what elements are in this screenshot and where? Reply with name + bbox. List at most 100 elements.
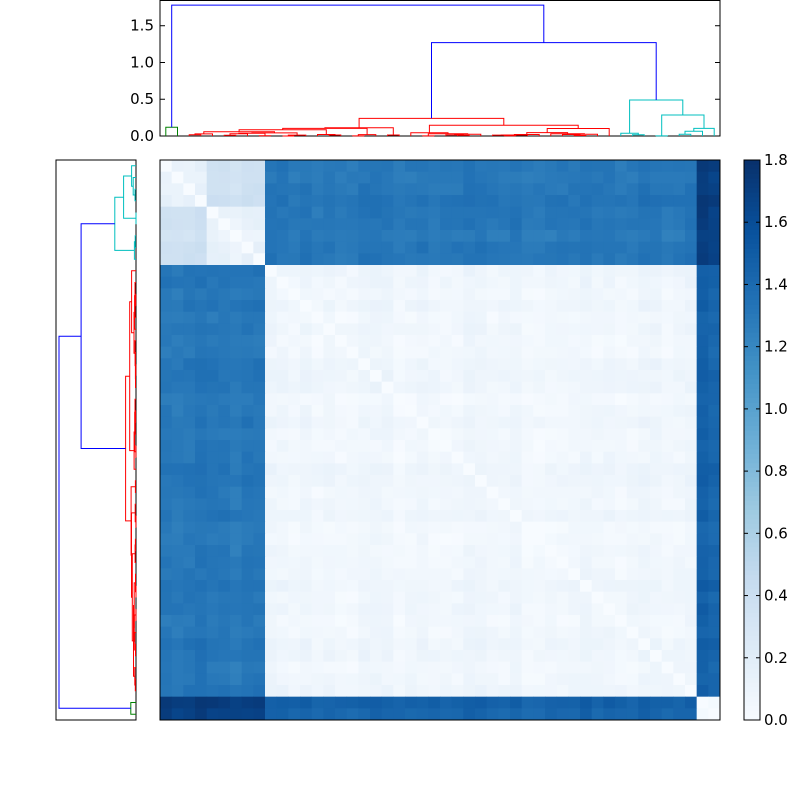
heatmap-cell [311,708,324,721]
heatmap-cell [568,475,581,488]
heatmap-cell [241,218,254,231]
heatmap-cell [696,288,709,301]
heatmap-cell [171,405,184,418]
heatmap-cell [358,498,371,511]
heatmap-cell [335,568,348,581]
heatmap-cell [171,486,184,499]
heatmap-cell [253,358,266,371]
heatmap-cell [475,218,488,231]
heatmap-cell [358,171,371,184]
heatmap-cell [451,428,464,441]
heatmap-cell [463,650,476,663]
heatmap-cell [521,183,534,196]
heatmap-cell [533,160,546,173]
heatmap-cell [393,323,406,336]
heatmap-cell [171,160,184,173]
colorbar-swatch [744,342,760,348]
heatmap-cell [463,615,476,628]
heatmap-cell [498,183,511,196]
heatmap-cell [661,626,674,639]
heatmap-cell [335,218,348,231]
heatmap-cell [288,568,301,581]
heatmap-cell [183,335,196,348]
heatmap-cell [183,580,196,593]
heatmap-cell [650,323,663,336]
heatmap-cell [241,568,254,581]
heatmap-cell [335,661,348,674]
heatmap-cell [183,288,196,301]
heatmap-cell [358,533,371,546]
top-dendrogram [159,0,721,137]
heatmap-cell [171,498,184,511]
heatmap-cell [195,498,208,511]
heatmap-cell [463,626,476,639]
heatmap-cell [486,696,499,709]
left-dendrogram [55,159,137,721]
heatmap-cell [195,171,208,184]
heatmap-cell [463,335,476,348]
heatmap-cell [615,545,628,558]
heatmap-cell [335,615,348,628]
heatmap-cell [218,183,231,196]
heatmap-cell [428,463,441,476]
heatmap-cell [451,381,464,394]
heatmap-cell [451,416,464,429]
heatmap-cell [451,346,464,359]
heatmap-cell [626,708,639,721]
heatmap-cell [416,370,429,383]
heatmap-cell [661,288,674,301]
colorbar-swatch [744,384,760,390]
heatmap-cell [696,311,709,324]
heatmap-cell [288,206,301,219]
heatmap-cell [265,323,278,336]
heatmap-cell [370,160,383,173]
heatmap-cell [568,171,581,184]
heatmap-cell [545,708,558,721]
heatmap-cell [171,568,184,581]
heatmap-cell [276,591,289,604]
colorbar-swatch [744,482,760,488]
heatmap-cell [276,160,289,173]
heatmap-cell [183,615,196,628]
heatmap-cell [288,475,301,488]
heatmap-cell [241,475,254,488]
heatmap-cell [696,440,709,453]
heatmap-cell [510,195,523,208]
heatmap-cell [218,241,231,254]
heatmap-cell [440,300,453,313]
heatmap-cell [568,405,581,418]
heatmap-cell [673,276,686,289]
heatmap-cell [708,568,721,581]
heatmap-cell [393,300,406,313]
heatmap-cell [358,556,371,569]
heatmap-cell [650,673,663,686]
colorbar-swatch [744,360,760,366]
heatmap-cell [661,358,674,371]
heatmap-cell [440,276,453,289]
heatmap-cell [603,171,616,184]
colorbar-swatch [744,486,760,492]
heatmap-cell [615,440,628,453]
heatmap-cell [650,253,663,266]
heatmap-cell [323,568,336,581]
heatmap-cell [486,428,499,441]
heatmap-cell [615,230,628,243]
heatmap-cell [463,370,476,383]
heatmap-cell [358,661,371,674]
heatmap-cell [253,428,266,441]
heatmap-cell [533,696,546,709]
heatmap-cell [311,696,324,709]
colorbar-swatch [744,290,760,296]
heatmap-cell [218,556,231,569]
heatmap-cell [160,335,173,348]
colorbar-swatch [744,309,760,315]
heatmap-cell [171,311,184,324]
heatmap-cell [475,206,488,219]
heatmap-cell [626,230,639,243]
heatmap-cell [696,183,709,196]
heatmap-cell [323,416,336,429]
heatmap-cell [498,428,511,441]
heatmap-cell [510,556,523,569]
heatmap-cell [603,615,616,628]
heatmap-cell [661,650,674,663]
